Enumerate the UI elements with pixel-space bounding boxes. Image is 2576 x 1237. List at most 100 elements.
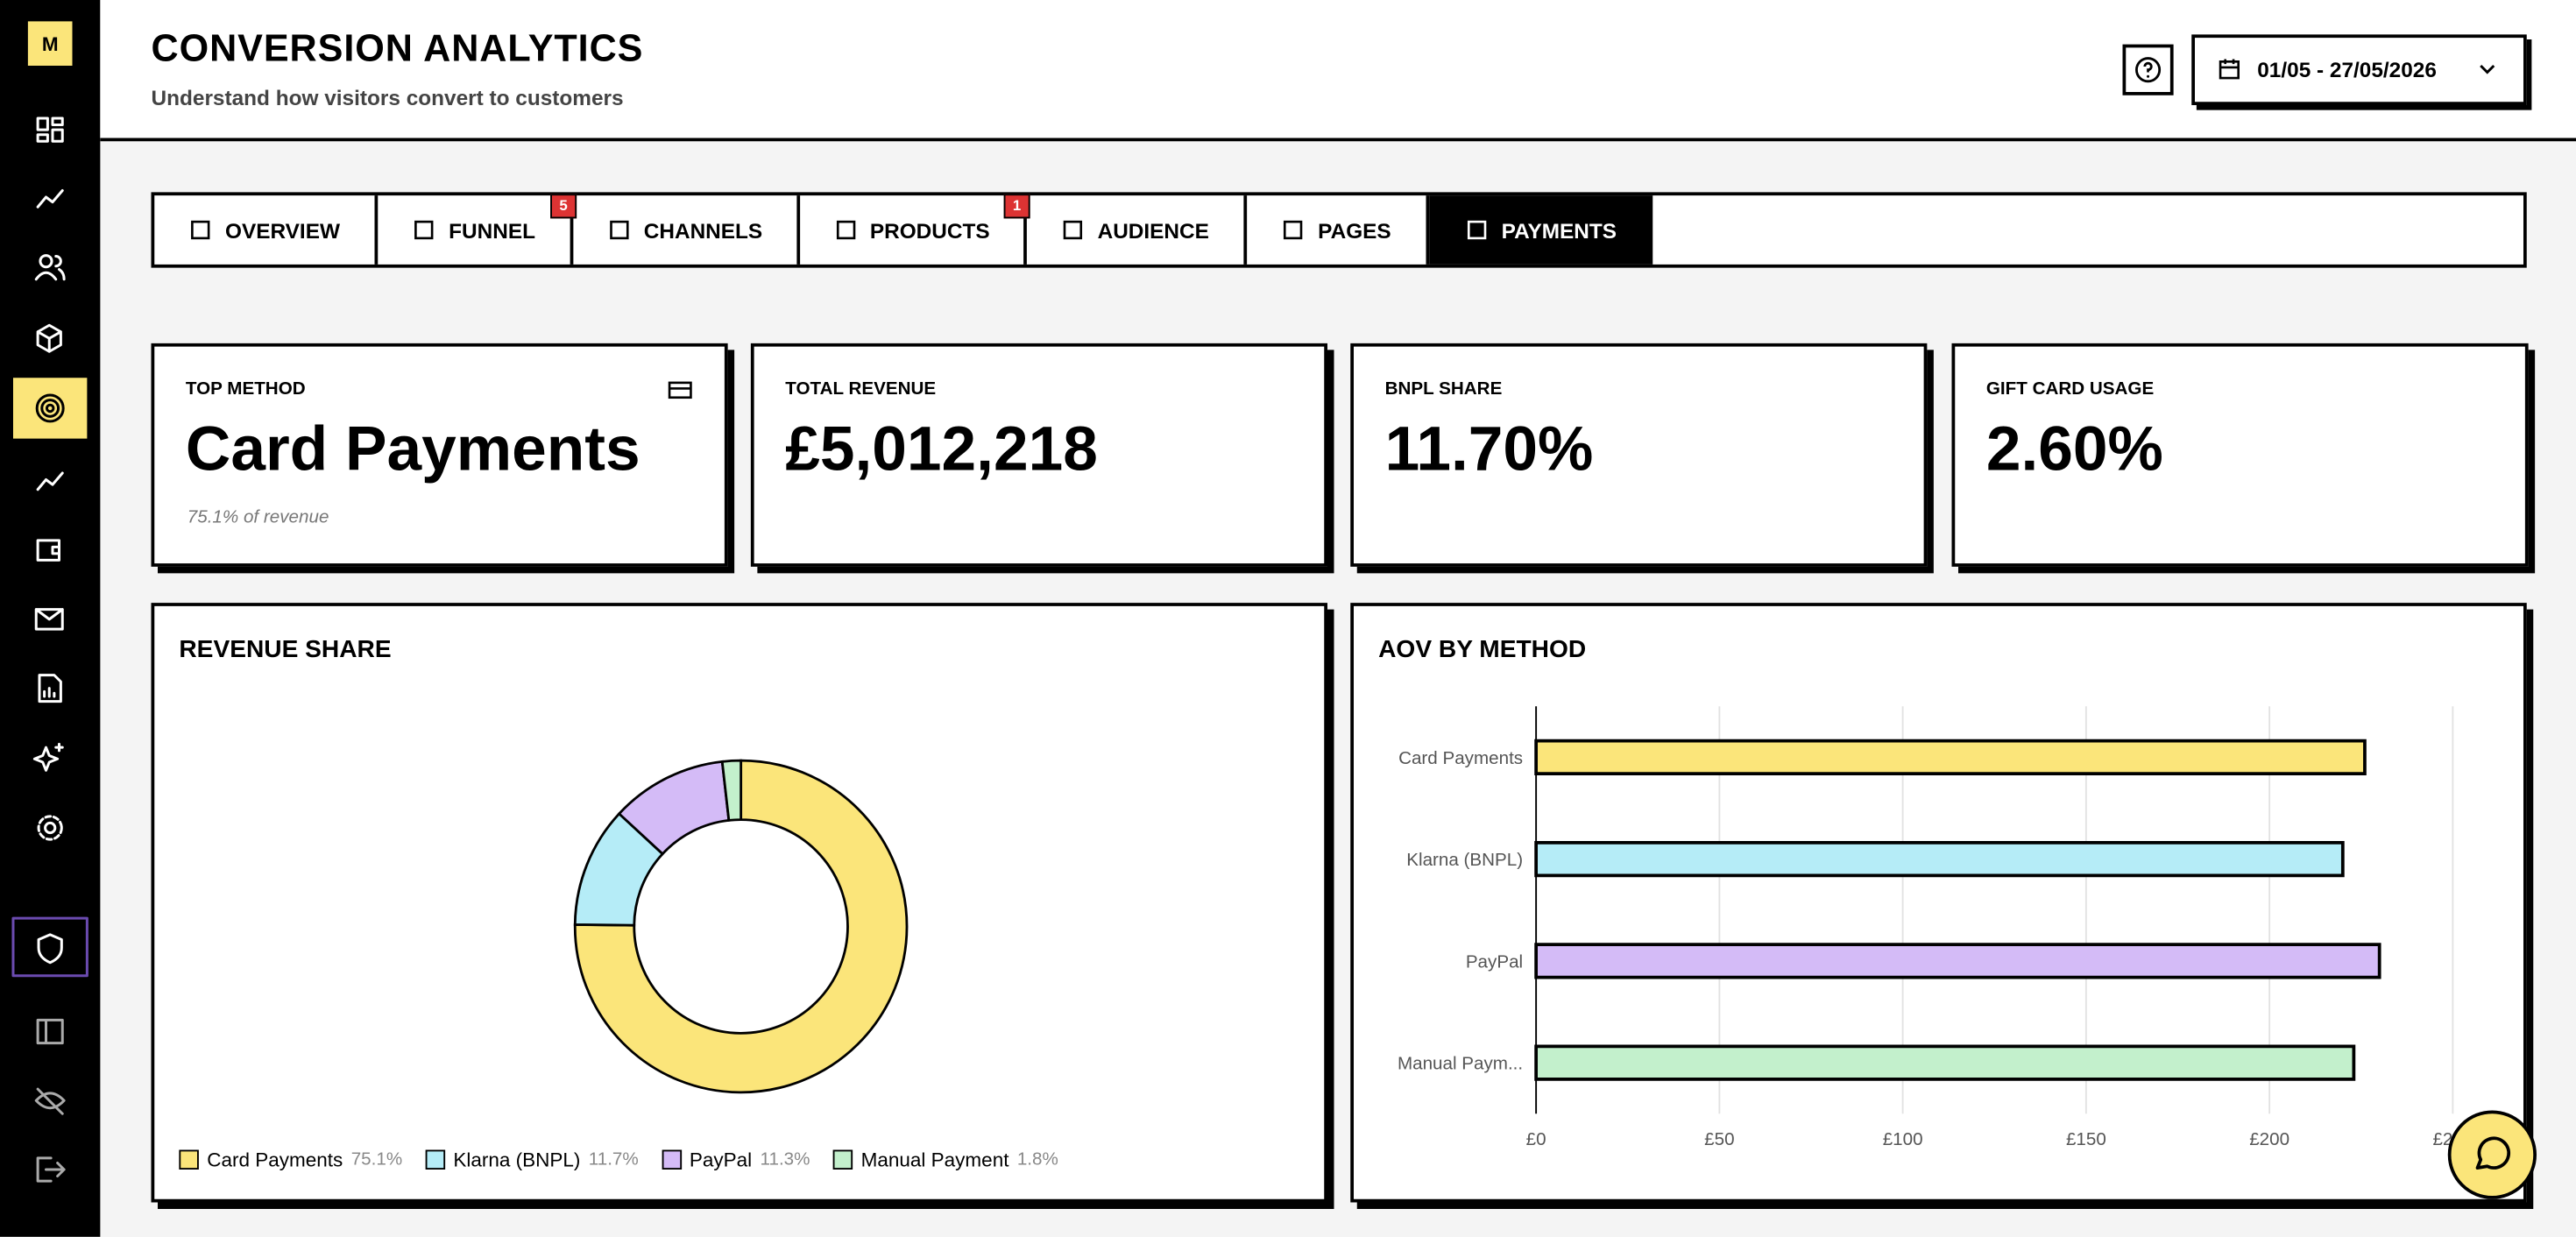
nav-logout[interactable]	[36, 1156, 66, 1183]
tab-icon	[836, 220, 855, 240]
icon-shape	[414, 220, 434, 240]
aov-card: AOV BY METHOD £0£50£100£150£200£250Card …	[1350, 603, 2527, 1203]
date-range: 01/05 - 27/05/2026	[2257, 57, 2437, 82]
x-tick-label: £50	[1704, 1129, 1734, 1149]
bar	[1534, 841, 2345, 878]
y-tick-label: Klarna (BNPL)	[1406, 850, 1523, 870]
legend-label: PayPal	[689, 1148, 753, 1171]
y-tick-label: Card Payments	[1398, 748, 1523, 768]
page-title: CONVERSION ANALYTICS	[151, 26, 644, 69]
kpi-value: £5,012,218	[785, 415, 1098, 485]
kpi-label: TOTAL REVENUE	[785, 379, 937, 399]
kpi-card: GIFT CARD USAGE 2.60%	[1951, 343, 2529, 567]
kpi-label: GIFT CARD USAGE	[1985, 379, 2155, 399]
icon-shape	[1063, 220, 1083, 240]
legend-label: Manual Payment	[860, 1148, 1009, 1171]
y-tick-label: Manual Paym...	[1398, 1054, 1523, 1074]
tab-badge: 1	[1003, 194, 1030, 219]
date-picker[interactable]: 01/05 - 27/05/2026	[2191, 34, 2527, 105]
icon-shape	[191, 220, 210, 240]
nav-active-bg[interactable]	[13, 378, 88, 439]
legend-swatch	[179, 1149, 199, 1170]
nav-ai[interactable]	[32, 742, 64, 772]
nav-dashboard[interactable]	[36, 117, 64, 143]
revenue-card: REVENUE SHARE Card Payments 75.1% Klarna (…	[151, 603, 1327, 1203]
nav-admin[interactable]	[37, 933, 63, 965]
nav-products[interactable]	[36, 323, 62, 353]
kpi-value: 11.70%	[1384, 415, 1594, 485]
legend-item[interactable]: Manual Payment 1.8%	[832, 1148, 1058, 1171]
tab[interactable]: PAGES	[1247, 195, 1430, 265]
kpi-label: BNPL SHARE	[1384, 379, 1503, 399]
header: CONVERSION ANALYTICS Understand how visi…	[100, 0, 2576, 142]
nav-growth[interactable]	[36, 471, 64, 491]
kpi-card: BNPL SHARE 11.70%	[1350, 343, 1928, 567]
legend-label: Card Payments	[207, 1148, 343, 1171]
tab[interactable]: CHANNELS	[573, 195, 801, 265]
kpi-card: TOTAL REVENUE £5,012,218	[750, 343, 1327, 567]
legend: Card Payments 75.1% Klarna (BNPL) 11.7% PayP…	[179, 1149, 1058, 1171]
tab-label: AUDIENCE	[1097, 217, 1209, 243]
method-icon	[668, 381, 692, 399]
tab-label: PAYMENTS	[1501, 217, 1617, 243]
nav-users[interactable]	[34, 254, 66, 281]
tab[interactable]: PRODUCTS 1	[800, 194, 1030, 265]
nav-collapse[interactable]	[36, 1018, 64, 1045]
kpi-value: 2.60%	[1985, 415, 2163, 485]
donut-segment	[720, 759, 743, 822]
icon-shape	[609, 220, 629, 240]
nav-admin-box[interactable]	[11, 916, 88, 978]
tab-label: CHANNELS	[643, 217, 763, 243]
chart-title: AOV BY METHOD	[1378, 635, 1587, 664]
tab[interactable]: OVERVIEW	[154, 195, 379, 265]
legend-item[interactable]: Card Payments 75.1%	[179, 1149, 402, 1171]
bar	[1534, 739, 2367, 775]
icon-shape	[668, 381, 692, 399]
legend-swatch	[832, 1149, 853, 1170]
legend-swatch	[661, 1149, 682, 1170]
nav-hide[interactable]	[34, 1087, 66, 1115]
bar	[1534, 1044, 2356, 1081]
tab-label: OVERVIEW	[225, 217, 340, 243]
tab-label: PRODUCTS	[869, 217, 990, 243]
bar-chart: £0£50£100£150£200£250Card PaymentsKlarna…	[1398, 706, 2473, 1149]
donut-segment	[573, 759, 909, 1094]
x-tick-label: £200	[2249, 1129, 2289, 1149]
legend-value: 75.1%	[350, 1149, 403, 1170]
chart-title: REVENUE SHARE	[179, 635, 392, 664]
nav-trends[interactable]	[36, 189, 64, 209]
y-tick-label: PayPal	[1466, 951, 1523, 972]
tab[interactable]: PAYMENTS	[1429, 195, 1653, 265]
tab[interactable]: FUNNEL 5	[378, 194, 577, 265]
tab-icon	[1284, 220, 1303, 240]
legend-item[interactable]: PayPal 11.3%	[661, 1148, 810, 1171]
nav-mail[interactable]	[34, 608, 64, 631]
x-tick-label: £100	[1883, 1129, 1923, 1149]
kpi-card: TOP METHOD Card Payments 75.1% of revenue	[151, 343, 728, 567]
kpi-value: Card Payments	[185, 415, 640, 485]
tab-badge: 5	[550, 194, 577, 219]
tab-icon	[609, 220, 629, 240]
kpi-note: 75.1% of revenue	[187, 507, 329, 527]
nav-goals[interactable]	[35, 393, 65, 423]
nav-reports[interactable]	[38, 674, 62, 703]
tab[interactable]: AUDIENCE	[1027, 195, 1248, 265]
legend-item[interactable]: Klarna (BNPL) 11.7%	[425, 1148, 639, 1171]
tab-label: FUNNEL	[449, 217, 535, 243]
bar	[1534, 943, 2381, 979]
help-icon	[2135, 57, 2162, 83]
x-tick-label: £150	[2066, 1129, 2106, 1149]
logo-box[interactable]	[27, 21, 73, 66]
logo: M	[42, 33, 59, 55]
x-tick-label: £0	[1526, 1129, 1546, 1149]
chevron	[2480, 64, 2495, 74]
nav-wallet[interactable]	[36, 539, 60, 562]
nav-settings[interactable]	[37, 815, 63, 841]
tab-icon	[414, 220, 434, 240]
kpi-label: TOP METHOD	[185, 379, 306, 399]
help-button[interactable]	[2122, 44, 2174, 95]
chat-button[interactable]	[2446, 1109, 2542, 1205]
legend-label: Klarna (BNPL)	[453, 1148, 581, 1171]
